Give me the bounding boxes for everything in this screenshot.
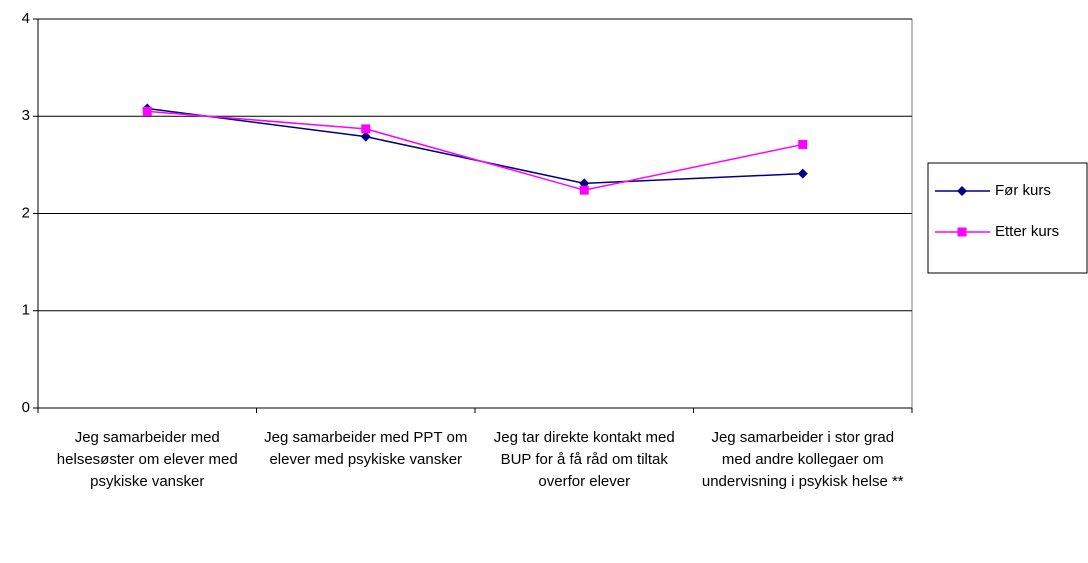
x-tick-label: Jeg samarbeider med helsesøster om eleve… [56,429,238,490]
legend-box [927,162,1088,274]
legend-marker [957,227,967,237]
x-tick-label: Jeg tar direkte kontakt med BUP for å få… [493,429,675,490]
y-tick-label: 4 [22,10,30,27]
x-tick-label: Jeg samarbeider med PPT om elever med ps… [264,429,468,468]
marker [360,131,371,142]
marker [798,139,808,149]
y-tick-label: 3 [22,107,30,124]
legend-marker [957,186,967,196]
x-tick-label: Jeg samarbeider i stor grad med andre ko… [701,429,904,490]
y-tick-label: 1 [22,302,30,319]
y-tick-label: 0 [22,399,30,416]
series-line [147,110,803,191]
marker [142,106,152,116]
legend-label: Før kurs [995,182,1051,199]
marker [579,185,589,195]
marker [361,124,371,134]
legend-label: Etter kurs [995,223,1059,240]
y-tick-label: 2 [22,204,30,221]
marker [797,168,808,179]
